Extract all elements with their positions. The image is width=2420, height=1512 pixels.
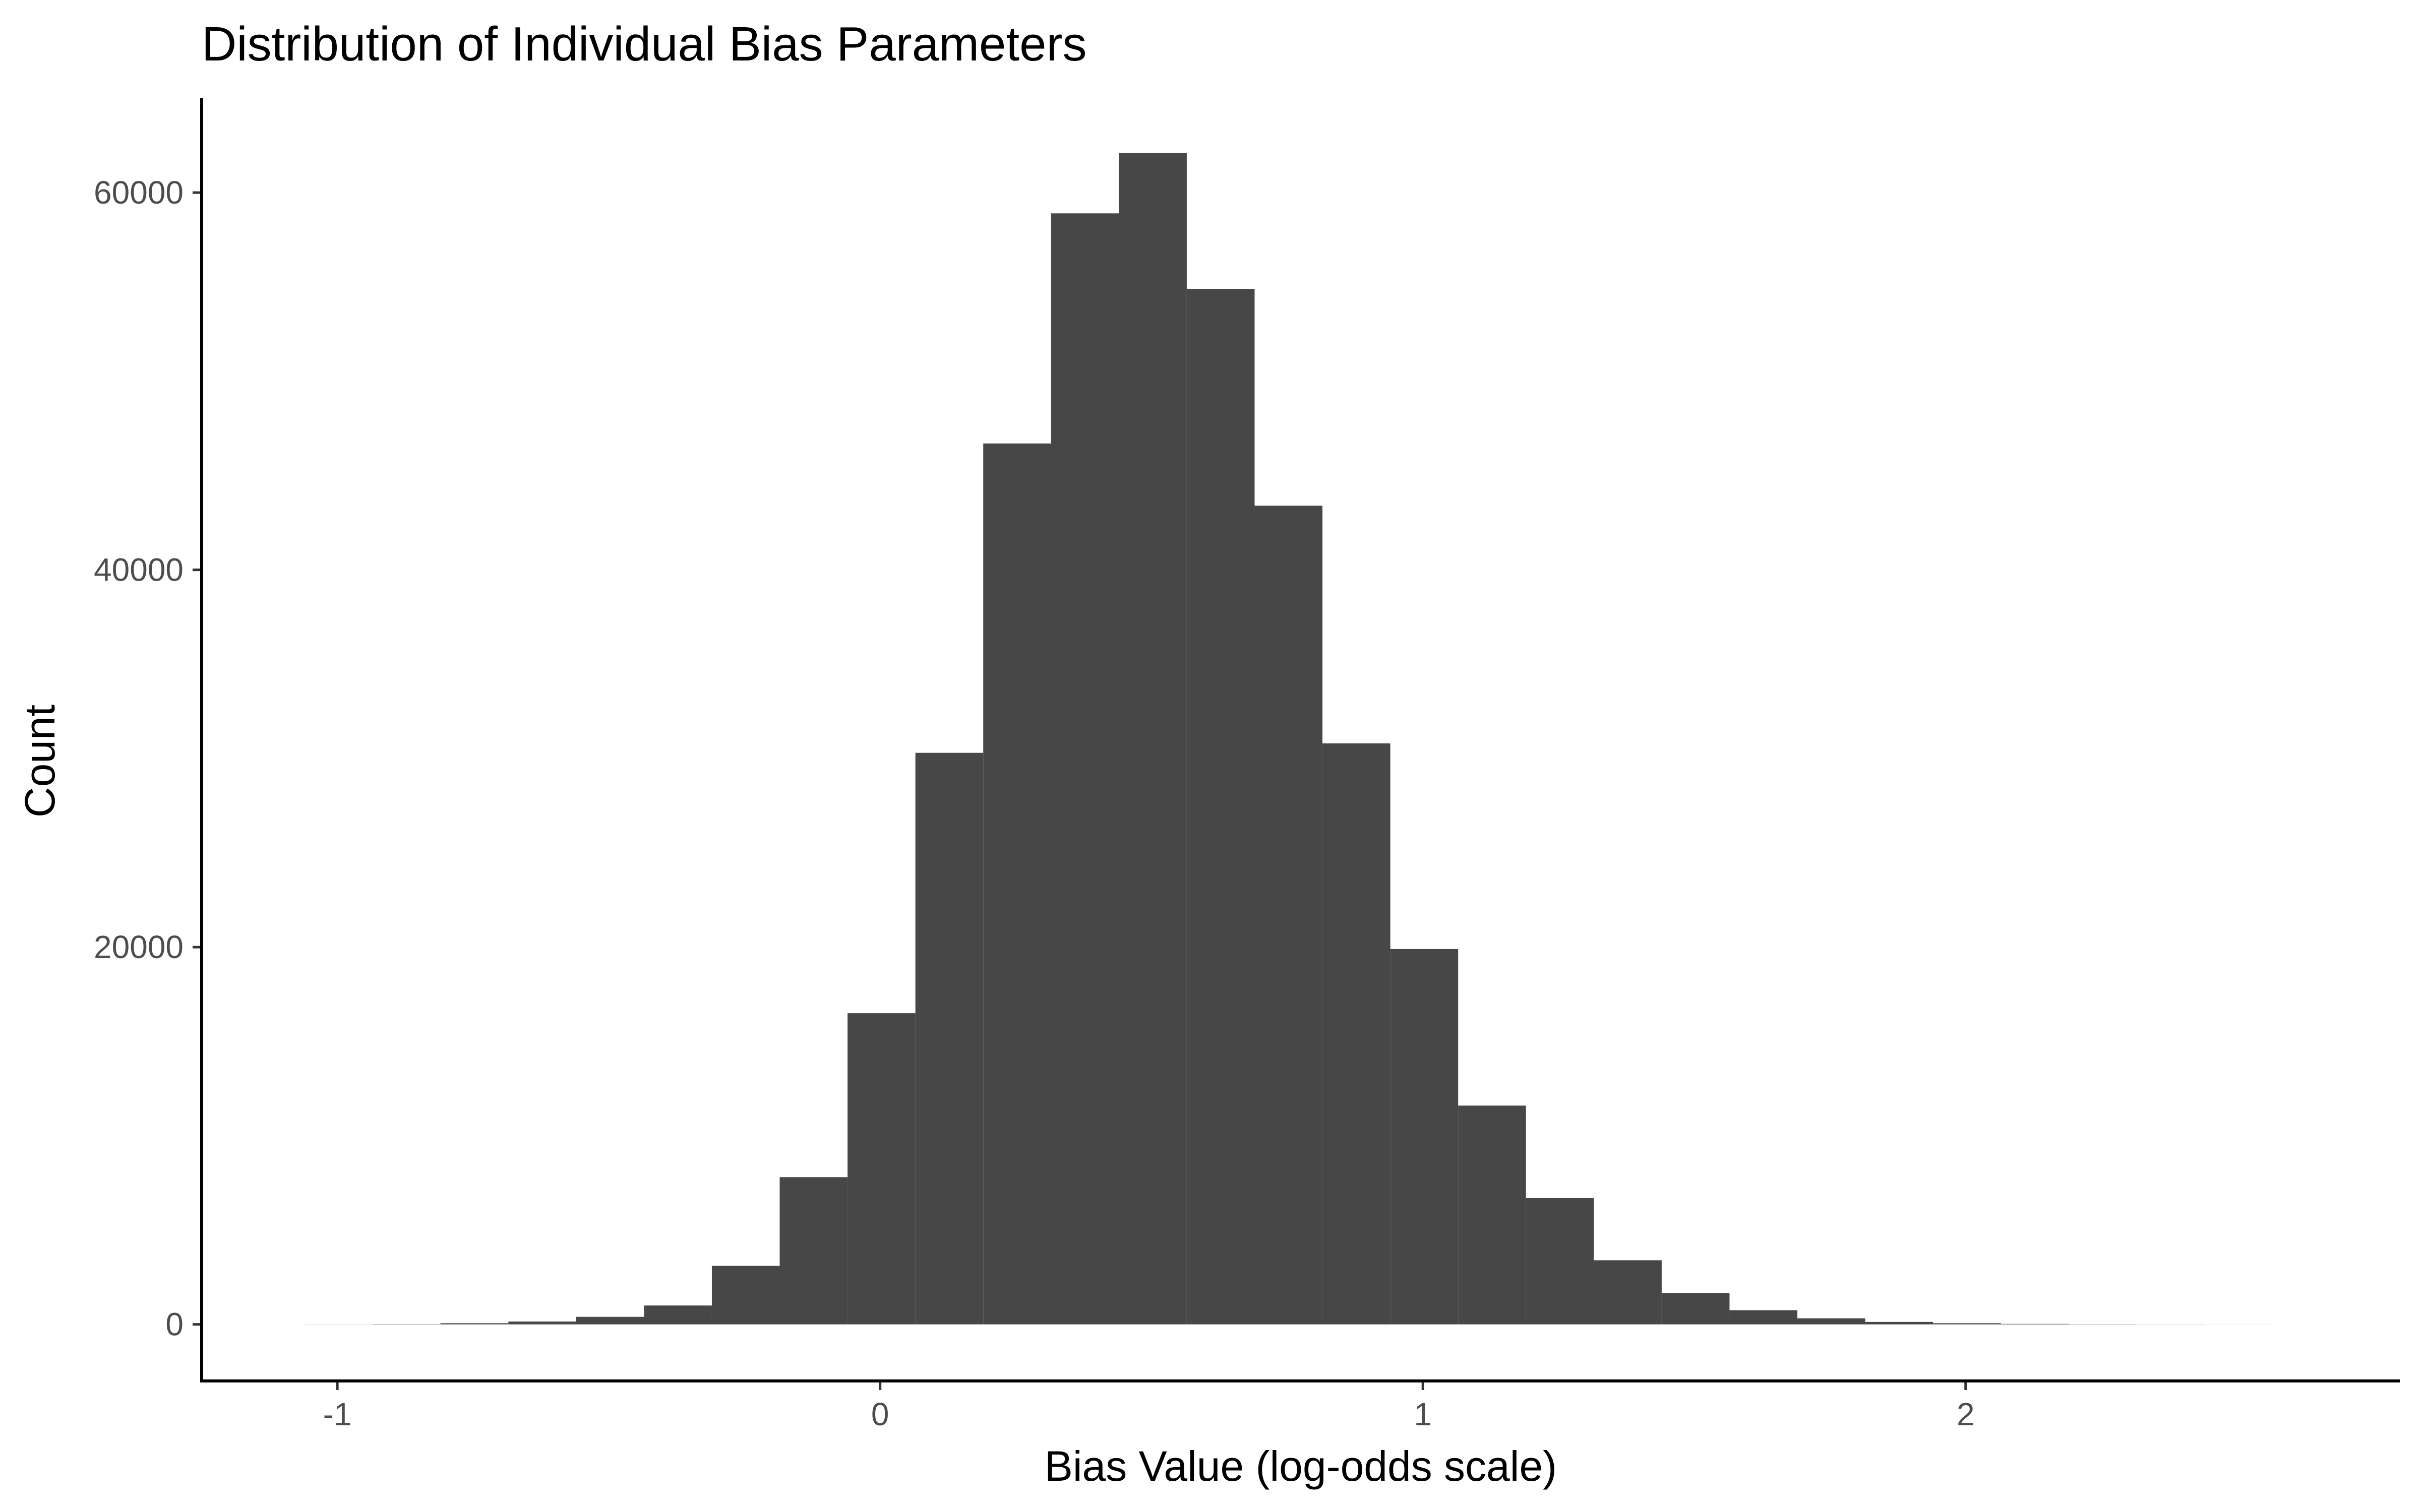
- histogram-bar-1: [373, 1324, 441, 1325]
- histogram-bar-16: [1390, 949, 1459, 1325]
- histogram-bar-8: [848, 1013, 916, 1325]
- histogram-bar-19: [1594, 1260, 1662, 1325]
- x-tick-label-2: 1: [1414, 1396, 1432, 1432]
- histogram-bar-10: [983, 443, 1051, 1325]
- y-tick-label-0: 0: [165, 1306, 184, 1343]
- histogram-bar-2: [440, 1323, 509, 1325]
- y-axis-title: Count: [16, 705, 64, 817]
- histogram-bar-14: [1254, 506, 1323, 1325]
- histogram-bar-17: [1458, 1105, 1526, 1325]
- y-tick-label-3: 60000: [94, 174, 184, 211]
- histogram-bar-24: [1933, 1323, 2001, 1325]
- histogram-bar-4: [576, 1316, 644, 1325]
- histogram-bar-13: [1186, 289, 1255, 1325]
- x-tick-label-3: 2: [1957, 1396, 1975, 1432]
- histogram-bar-21: [1729, 1310, 1798, 1325]
- histogram-bar-23: [1865, 1321, 1933, 1325]
- histogram-bar-22: [1797, 1318, 1865, 1325]
- histogram-bar-9: [915, 752, 984, 1325]
- y-axis-ticks: 0 20000 40000 60000: [94, 174, 202, 1343]
- histogram-bar-12: [1119, 153, 1187, 1325]
- x-tick-label-1: 0: [871, 1396, 889, 1432]
- x-tick-label-0: -1: [323, 1396, 352, 1432]
- histogram-bar-7: [779, 1177, 848, 1325]
- histogram-bar-18: [1526, 1198, 1594, 1325]
- histogram-bar-5: [644, 1305, 712, 1325]
- x-axis-ticks: -1 0 1 2: [323, 1381, 1975, 1432]
- histogram-bar-15: [1322, 743, 1390, 1325]
- histogram-bar-25: [2001, 1324, 2069, 1325]
- histogram-bar-3: [508, 1321, 576, 1325]
- histogram-bar-6: [711, 1266, 780, 1325]
- histogram-bar-20: [1661, 1293, 1730, 1325]
- x-axis-title: Bias Value (log-odds scale): [1045, 1442, 1557, 1490]
- histogram-bars: [305, 153, 2273, 1325]
- chart-title: Distribution of Individual Bias Paramete…: [202, 17, 1086, 71]
- y-tick-label-2: 40000: [94, 552, 184, 588]
- y-tick-label-1: 20000: [94, 929, 184, 965]
- histogram-bar-11: [1051, 213, 1119, 1325]
